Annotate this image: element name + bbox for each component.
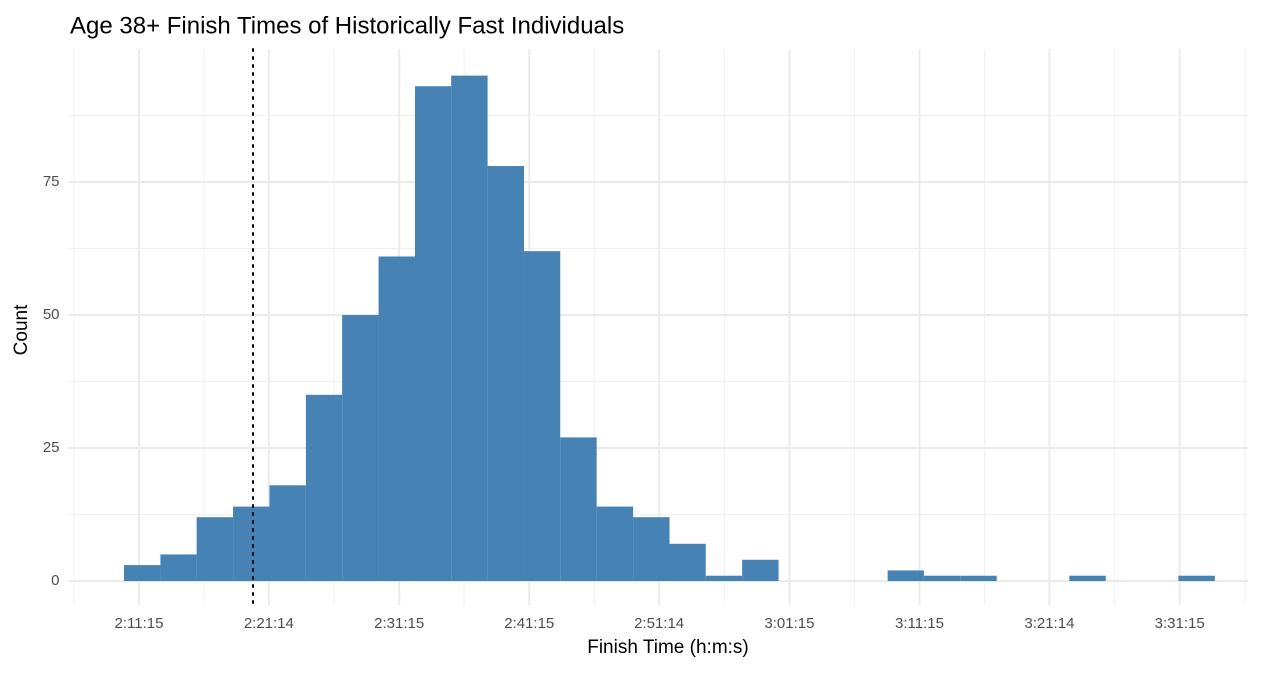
bar	[1069, 575, 1106, 582]
bar	[1178, 575, 1215, 582]
bar	[923, 575, 961, 582]
bar	[596, 506, 634, 582]
bar	[487, 166, 525, 582]
bar	[414, 86, 452, 582]
chart-title: Age 38+ Finish Times of Historically Fas…	[70, 12, 624, 39]
bar	[705, 575, 743, 582]
bar	[233, 506, 270, 582]
bar	[887, 570, 924, 582]
bar	[124, 565, 161, 582]
bar	[669, 543, 706, 582]
bar	[378, 256, 415, 582]
x-tick-label: 2:31:15	[374, 615, 424, 632]
bar	[524, 251, 561, 582]
bar	[305, 394, 343, 582]
x-tick-label: 2:41:15	[504, 615, 554, 632]
bar	[633, 517, 670, 582]
x-tick-label: 2:11:15	[114, 615, 163, 632]
bar	[960, 575, 997, 582]
y-tick-label: 50	[43, 306, 60, 323]
x-tick-label: 3:21:14	[1024, 615, 1074, 632]
x-tick-label: 3:31:15	[1155, 615, 1205, 632]
bar	[196, 517, 234, 582]
bar	[560, 437, 597, 582]
x-axis-title: Finish Time (h:m:s)	[587, 637, 749, 658]
x-tick-label: 3:11:15	[895, 615, 944, 632]
y-tick-label: 75	[43, 173, 60, 190]
x-tick-label: 3:01:15	[764, 615, 814, 632]
y-tick-label: 0	[51, 572, 59, 589]
x-tick-label: 2:51:14	[634, 615, 684, 632]
y-tick-label: 25	[43, 439, 60, 456]
y-axis-title: Count	[11, 304, 32, 355]
bar	[451, 75, 488, 582]
bar	[342, 315, 379, 582]
bar	[269, 485, 306, 582]
bar	[160, 554, 197, 582]
x-tick-label: 2:21:14	[244, 615, 294, 632]
bar	[742, 559, 779, 582]
